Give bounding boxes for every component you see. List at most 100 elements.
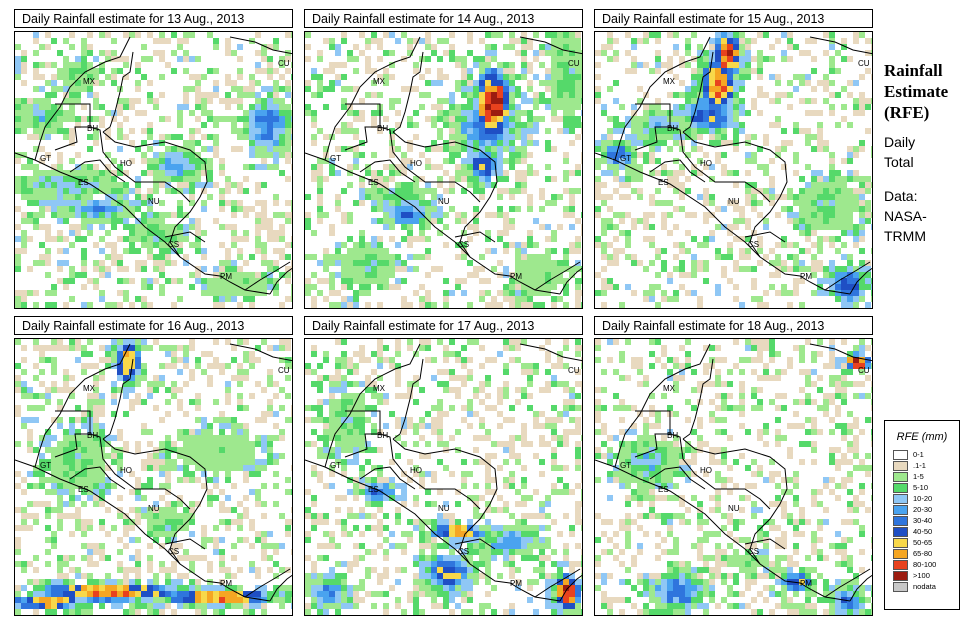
rain-cell	[835, 170, 841, 176]
rain-cell	[51, 182, 57, 188]
rain-cell	[509, 38, 515, 44]
rain-cell	[443, 212, 449, 218]
rain-cell	[781, 206, 787, 212]
rain-cell	[721, 68, 727, 74]
rain-cell	[279, 339, 285, 345]
rain-cell	[219, 561, 225, 567]
rain-cell	[793, 278, 799, 284]
rain-cell	[329, 399, 335, 405]
rain-cell	[267, 134, 273, 140]
rain-cell	[93, 128, 99, 134]
rain-cell	[395, 351, 401, 357]
rain-cell	[407, 381, 413, 387]
rain-cell	[273, 561, 279, 567]
rain-cell	[829, 32, 835, 38]
rain-cell	[835, 272, 841, 278]
rain-cell	[317, 375, 323, 381]
rain-cell	[575, 459, 581, 465]
rain-cell	[781, 194, 787, 200]
rain-cell	[207, 381, 213, 387]
rain-cell	[347, 170, 353, 176]
rain-cell	[539, 459, 545, 465]
rain-cell	[15, 68, 21, 74]
rain-cell	[503, 176, 509, 182]
rain-cell	[491, 296, 497, 302]
rain-cell	[57, 603, 63, 609]
rain-cell	[509, 206, 515, 212]
rain-cell	[581, 128, 582, 134]
rain-cell	[407, 164, 413, 170]
rain-cell	[165, 411, 171, 417]
rain-cell	[63, 116, 69, 122]
rain-cell	[359, 266, 365, 272]
rain-cell	[515, 50, 521, 56]
rain-cell	[389, 266, 395, 272]
rain-cell	[75, 435, 81, 441]
coastline	[69, 466, 126, 490]
rain-cell	[225, 248, 231, 254]
rain-cell	[273, 80, 279, 86]
rain-cell	[655, 128, 661, 134]
rain-cell	[865, 176, 871, 182]
rain-cell	[219, 242, 225, 248]
rain-cell	[557, 272, 563, 278]
rain-cell	[15, 375, 21, 381]
rain-cell	[81, 116, 87, 122]
rain-cell	[407, 393, 413, 399]
rain-cell	[467, 134, 473, 140]
rain-cell	[171, 447, 177, 453]
rain-cell	[45, 254, 51, 260]
rain-cell	[467, 411, 473, 417]
rain-cell	[521, 140, 527, 146]
rain-cell	[117, 339, 123, 345]
rain-cell	[183, 188, 189, 194]
rain-cell	[425, 453, 431, 459]
rain-cell	[93, 381, 99, 387]
rain-cell	[123, 447, 129, 453]
rain-cell	[195, 104, 201, 110]
rain-cell	[141, 339, 147, 345]
rain-cell	[81, 86, 87, 92]
rain-cell	[249, 122, 255, 128]
rain-cell	[503, 110, 509, 116]
rain-cell	[721, 98, 727, 104]
rain-cell	[189, 56, 195, 62]
rain-cell	[733, 260, 739, 266]
rain-cell	[805, 74, 811, 80]
rain-cell	[847, 122, 853, 128]
rain-cell	[171, 513, 177, 519]
rain-cell	[793, 260, 799, 266]
rain-cell	[183, 212, 189, 218]
rain-cell	[395, 393, 401, 399]
rain-cell	[503, 369, 509, 375]
rain-cell	[219, 158, 225, 164]
rain-cell	[853, 32, 859, 38]
rain-cell	[267, 447, 273, 453]
rain-cell	[141, 399, 147, 405]
rain-cell	[443, 290, 449, 296]
rain-cell	[183, 345, 189, 351]
rain-cell	[479, 188, 485, 194]
rain-cell	[141, 585, 147, 591]
rain-cell	[335, 369, 341, 375]
rain-cell	[697, 104, 703, 110]
rain-cell	[117, 302, 123, 308]
rain-cell	[853, 146, 859, 152]
rain-cell	[105, 483, 111, 489]
rain-cell	[515, 453, 521, 459]
rain-cell	[563, 302, 569, 308]
rain-cell	[189, 224, 195, 230]
rain-cell	[183, 441, 189, 447]
rain-cell	[201, 146, 207, 152]
rain-cell	[715, 290, 721, 296]
rain-cell	[631, 62, 637, 68]
rain-cell	[539, 98, 545, 104]
rain-cell	[563, 387, 569, 393]
rain-cell	[781, 128, 787, 134]
rain-cell	[353, 423, 359, 429]
rain-cell	[619, 218, 625, 224]
rain-cell	[853, 152, 859, 158]
rain-cell	[679, 188, 685, 194]
rain-cell	[129, 140, 135, 146]
rain-cell	[69, 296, 75, 302]
